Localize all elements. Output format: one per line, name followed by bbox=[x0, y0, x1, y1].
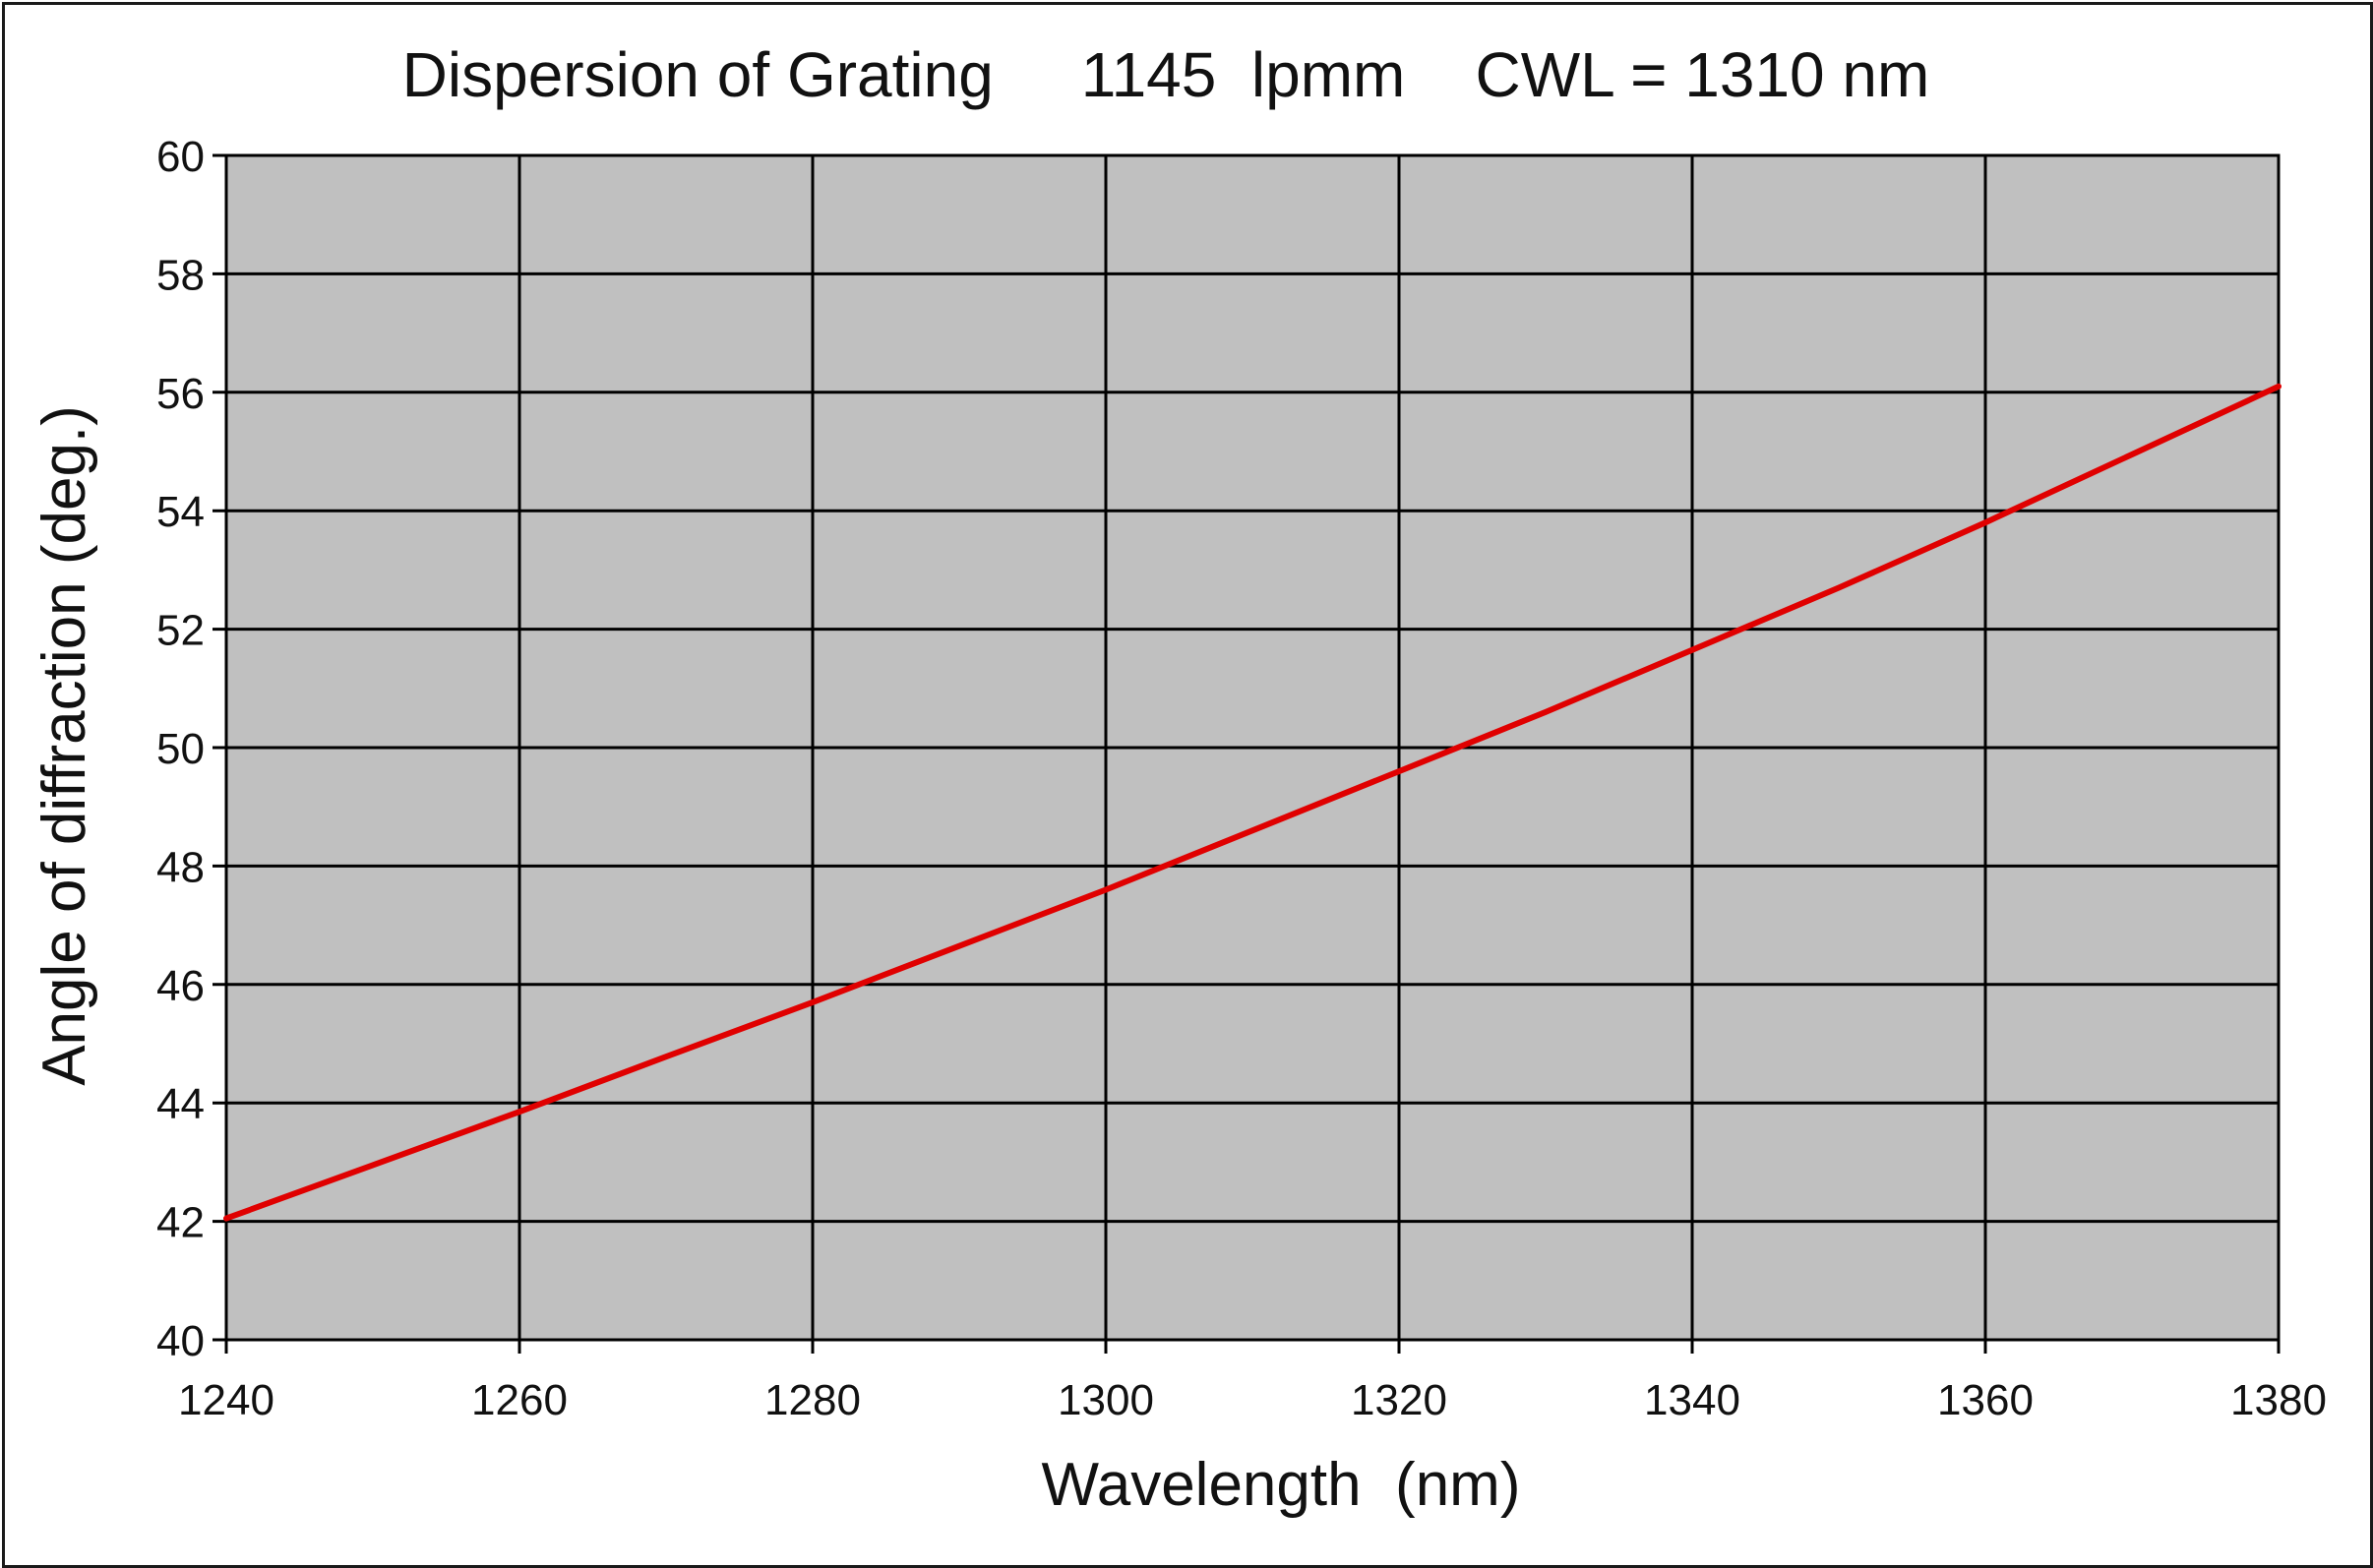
x-axis-ticks: 1240 1260 1280 1300 1320 1340 1360 1380 bbox=[178, 1376, 2327, 1424]
chart-title: Dispersion of Grating 1145 lpmm CWL = 13… bbox=[402, 39, 1930, 110]
y-tick-label: 50 bbox=[156, 725, 205, 773]
grid bbox=[213, 153, 2281, 1354]
y-axis-label: Angle of diffraction (deg.) bbox=[30, 405, 98, 1086]
y-tick-label: 46 bbox=[156, 962, 205, 1010]
y-axis-ticks: 40 42 44 46 48 50 52 54 56 58 60 bbox=[156, 133, 205, 1365]
series-layer bbox=[223, 383, 2282, 1222]
x-tick-label: 1300 bbox=[1058, 1376, 1154, 1424]
y-tick-label: 56 bbox=[156, 370, 205, 418]
y-tick-label: 60 bbox=[156, 133, 205, 181]
y-tick-label: 48 bbox=[156, 843, 205, 891]
x-tick-label: 1260 bbox=[471, 1376, 568, 1424]
y-tick-label: 42 bbox=[156, 1199, 205, 1247]
y-tick-label: 52 bbox=[156, 607, 205, 655]
x-tick-label: 1240 bbox=[178, 1376, 274, 1424]
y-tick-label: 54 bbox=[156, 488, 205, 536]
x-tick-label: 1340 bbox=[1644, 1376, 1740, 1424]
series-line bbox=[223, 383, 2282, 1222]
x-tick-label: 1360 bbox=[1937, 1376, 2034, 1424]
x-tick-label: 1380 bbox=[2230, 1376, 2327, 1424]
x-tick-label: 1280 bbox=[764, 1376, 861, 1424]
y-tick-label: 58 bbox=[156, 251, 205, 299]
y-tick-label: 40 bbox=[156, 1317, 205, 1365]
y-tick-label: 44 bbox=[156, 1080, 205, 1128]
x-axis-label: Wavelength (nm) bbox=[1042, 1451, 1521, 1519]
x-tick-label: 1320 bbox=[1351, 1376, 1447, 1424]
